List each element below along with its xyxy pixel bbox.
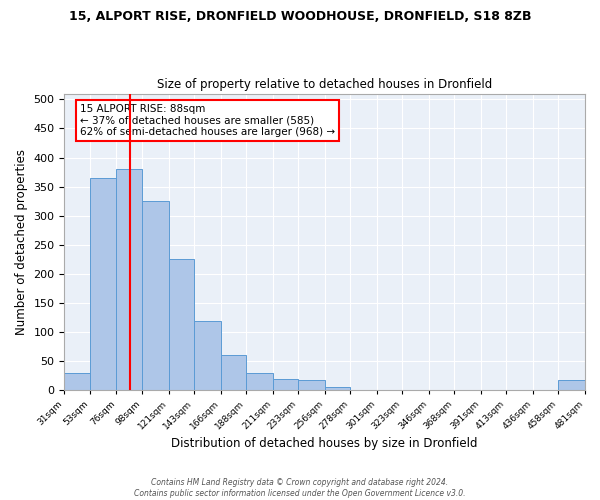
Bar [221, 356, 246, 390]
Text: Contains HM Land Registry data © Crown copyright and database right 2024.
Contai: Contains HM Land Registry data © Crown c… [134, 478, 466, 498]
Bar [298, 380, 325, 390]
Bar [169, 260, 194, 390]
Bar [325, 388, 350, 390]
Text: 15 ALPORT RISE: 88sqm
← 37% of detached houses are smaller (585)
62% of semi-det: 15 ALPORT RISE: 88sqm ← 37% of detached … [80, 104, 335, 137]
Bar [194, 320, 221, 390]
X-axis label: Distribution of detached houses by size in Dronfield: Distribution of detached houses by size … [172, 437, 478, 450]
Text: 15, ALPORT RISE, DRONFIELD WOODHOUSE, DRONFIELD, S18 8ZB: 15, ALPORT RISE, DRONFIELD WOODHOUSE, DR… [69, 10, 531, 23]
Bar [272, 378, 298, 390]
Bar [90, 178, 116, 390]
Bar [246, 373, 272, 390]
Bar [64, 373, 90, 390]
Title: Size of property relative to detached houses in Dronfield: Size of property relative to detached ho… [157, 78, 493, 91]
Bar [116, 169, 142, 390]
Bar [559, 380, 585, 390]
Bar [142, 201, 169, 390]
Y-axis label: Number of detached properties: Number of detached properties [15, 149, 28, 335]
